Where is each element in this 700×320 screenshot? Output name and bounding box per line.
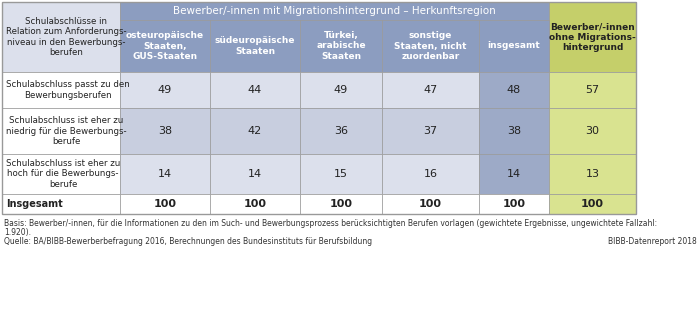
Text: Schulabschluss passt zu den
Bewerbungsberufen: Schulabschluss passt zu den Bewerbungsbe… (6, 80, 130, 100)
Bar (120, 2, 549, 20)
Bar (210, 72, 300, 108)
Text: 1.920).: 1.920). (4, 228, 31, 237)
Bar (2, 2, 636, 214)
Bar (549, 194, 636, 214)
Bar (382, 72, 479, 108)
Text: 100: 100 (581, 199, 604, 209)
Text: 100: 100 (330, 199, 353, 209)
Bar (210, 108, 300, 154)
Bar (382, 154, 479, 194)
Bar (120, 108, 210, 154)
Text: Bewerber/-innen mit Migrationshintergrund – Herkunftsregion: Bewerber/-innen mit Migrationshintergrun… (173, 6, 496, 16)
Text: 47: 47 (424, 85, 438, 95)
Text: 36: 36 (334, 126, 348, 136)
Text: Schulabschluss ist eher zu
niedrig für die Bewerbungs-
berufe: Schulabschluss ist eher zu niedrig für d… (6, 116, 127, 146)
Text: sonstige
Staaten, nicht
zuordenbar: sonstige Staaten, nicht zuordenbar (394, 31, 467, 61)
Text: 15: 15 (334, 169, 348, 179)
Bar (120, 154, 210, 194)
Text: 100: 100 (153, 199, 176, 209)
Bar (382, 20, 479, 72)
Bar (2, 154, 120, 194)
Bar (300, 20, 382, 72)
Text: Türkei,
arabische
Staaten: Türkei, arabische Staaten (316, 31, 366, 61)
Bar (479, 154, 549, 194)
Bar (210, 194, 300, 214)
Bar (479, 194, 549, 214)
Text: osteuropäische
Staaten,
GUS-Staaten: osteuropäische Staaten, GUS-Staaten (126, 31, 204, 61)
Text: 37: 37 (424, 126, 438, 136)
Bar (479, 72, 549, 108)
Text: südeuropäische
Staaten: südeuropäische Staaten (215, 36, 295, 56)
Text: 14: 14 (158, 169, 172, 179)
Text: 100: 100 (244, 199, 267, 209)
Text: 42: 42 (248, 126, 262, 136)
Text: 44: 44 (248, 85, 262, 95)
Text: 14: 14 (248, 169, 262, 179)
Bar (479, 108, 549, 154)
Bar (120, 20, 210, 72)
Text: 49: 49 (334, 85, 348, 95)
Text: 16: 16 (424, 169, 438, 179)
Text: Quelle: BA/BIBB-Bewerberbefragung 2016, Berechnungen des Bundesinstituts für Ber: Quelle: BA/BIBB-Bewerberbefragung 2016, … (4, 237, 372, 246)
Text: 49: 49 (158, 85, 172, 95)
Bar (300, 72, 382, 108)
Text: insgesamt: insgesamt (488, 42, 540, 51)
Bar (120, 194, 210, 214)
Bar (300, 154, 382, 194)
Bar (300, 108, 382, 154)
Text: 100: 100 (503, 199, 526, 209)
Bar (549, 72, 636, 108)
Text: 57: 57 (585, 85, 600, 95)
Text: 38: 38 (158, 126, 172, 136)
Bar (549, 108, 636, 154)
Text: 13: 13 (585, 169, 599, 179)
Bar (210, 154, 300, 194)
Text: Schulabschlüsse in
Relation zum Anforderungs-
niveau in den Bewerbungs-
berufen: Schulabschlüsse in Relation zum Anforder… (6, 17, 127, 57)
Bar (2, 72, 120, 108)
Bar (382, 108, 479, 154)
Text: 48: 48 (507, 85, 521, 95)
Bar (120, 72, 210, 108)
Bar (479, 20, 549, 72)
Text: Bewerber/-innen
ohne Migrations-
hintergrund: Bewerber/-innen ohne Migrations- hinterg… (549, 22, 636, 52)
Text: Schulabschluss ist eher zu
hoch für die Bewerbungs-
berufe: Schulabschluss ist eher zu hoch für die … (6, 159, 120, 189)
Bar (549, 2, 636, 72)
Text: 100: 100 (419, 199, 442, 209)
Bar (382, 194, 479, 214)
Bar (2, 194, 120, 214)
Bar (210, 20, 300, 72)
Bar (2, 108, 120, 154)
Text: Insgesamt: Insgesamt (6, 199, 63, 209)
Text: 14: 14 (507, 169, 521, 179)
Bar (300, 194, 382, 214)
Bar (549, 154, 636, 194)
Text: 38: 38 (507, 126, 521, 136)
Text: BIBB-Datenreport 2018: BIBB-Datenreport 2018 (608, 237, 697, 246)
Text: Basis: Bewerber/-innen, für die Informationen zu den im Such- und Bewerbungsproz: Basis: Bewerber/-innen, für die Informat… (4, 219, 657, 228)
Bar (2, 2, 120, 72)
Text: 30: 30 (585, 126, 599, 136)
